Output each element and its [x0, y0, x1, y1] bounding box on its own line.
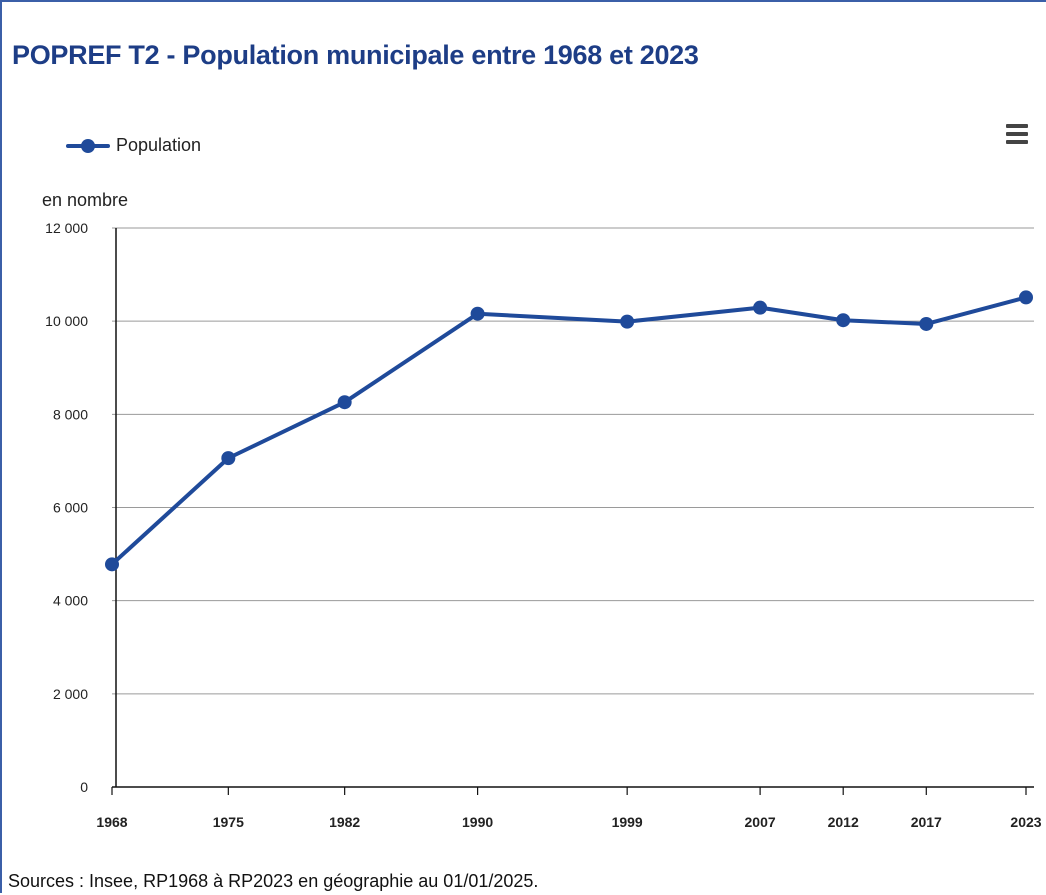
x-tick-label: 1968: [96, 814, 127, 830]
data-point: [337, 395, 352, 410]
data-point: [836, 313, 851, 328]
source-note: Sources : Insee, RP1968 à RP2023 en géog…: [8, 871, 539, 891]
x-tick-label: 1990: [462, 814, 493, 830]
y-axis-unit-label: en nombre: [42, 190, 129, 210]
x-tick-label: 1999: [612, 814, 643, 830]
y-tick-label: 8 000: [53, 406, 88, 422]
data-point: [753, 300, 768, 315]
x-tick-label: 1982: [329, 814, 360, 830]
y-tick-label: 0: [80, 779, 88, 795]
y-tick-label: 4 000: [53, 593, 88, 609]
x-tick-label: 2023: [1010, 814, 1041, 830]
data-point: [470, 306, 485, 321]
data-point: [620, 314, 635, 329]
x-tick-label: 2012: [828, 814, 859, 830]
legend-line-marker-icon: [66, 136, 110, 156]
legend-label: Population: [116, 135, 202, 155]
y-tick-label: 6 000: [53, 500, 88, 516]
x-tick-label: 2017: [911, 814, 942, 830]
data-point: [1019, 290, 1033, 305]
data-point: [919, 316, 934, 331]
series-line-population: [110, 295, 1028, 567]
x-tick-label: 2007: [745, 814, 776, 830]
legend-item-population[interactable]: Population: [66, 135, 201, 156]
hamburger-menu-icon[interactable]: [1004, 122, 1030, 146]
x-tick-label: 1975: [213, 814, 244, 830]
y-tick-label: 10 000: [45, 313, 88, 329]
data-point: [105, 557, 119, 572]
y-tick-label: 12 000: [45, 220, 88, 236]
y-tick-label: 2 000: [53, 686, 88, 702]
data-point: [221, 451, 236, 466]
chart-title: POPREF T2 - Population municipale entre …: [12, 40, 699, 70]
